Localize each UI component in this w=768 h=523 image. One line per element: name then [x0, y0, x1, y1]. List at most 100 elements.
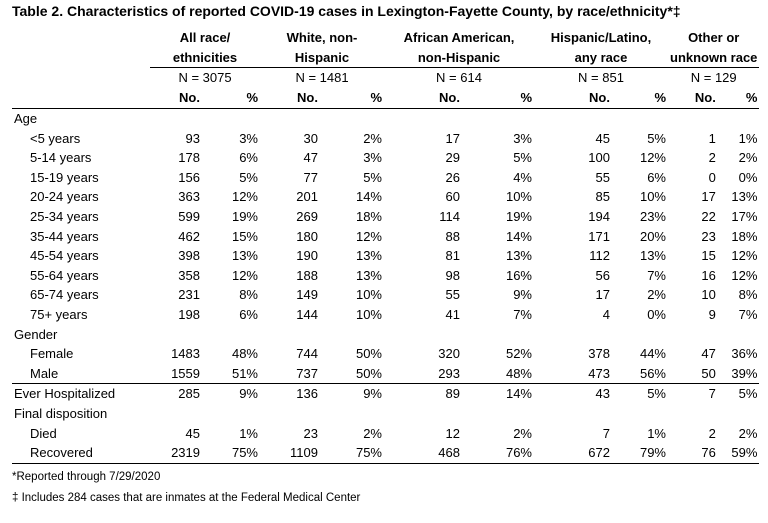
group-n: N = 3075 — [178, 70, 232, 85]
empty-cell — [718, 325, 760, 345]
group-header: Hispanic — [260, 48, 384, 68]
empty-cell — [320, 404, 384, 424]
row-label: 45-54 years — [30, 248, 99, 264]
empty-cell — [612, 109, 668, 129]
cell-percent: 79% — [612, 443, 668, 464]
cell-count: 56 — [595, 267, 610, 283]
empty-cell — [260, 325, 320, 345]
cell-count: 462 — [178, 228, 200, 244]
cell-count: 114 — [439, 208, 460, 224]
cell-percent: 75% — [320, 443, 384, 464]
cell-percent: 2% — [363, 425, 382, 441]
cell-percent: 10% — [505, 189, 532, 205]
cell-percent: 13% — [355, 248, 382, 264]
cell-percent: 52% — [505, 346, 532, 362]
cell-percent: 6% — [647, 169, 666, 185]
cell-count: 47 — [701, 346, 716, 362]
cell-percent: 19% — [231, 208, 258, 224]
group-header: All race/ — [179, 30, 231, 45]
cell-percent: 50% — [355, 346, 382, 362]
cell-count: 320 — [438, 346, 460, 362]
cell-count: 30 — [303, 130, 318, 146]
cell-percent: 3% — [513, 130, 532, 146]
cell-count: 4 — [602, 306, 610, 322]
group-n: N = 851 — [578, 70, 624, 85]
row-label: 65-74 years — [30, 287, 99, 303]
empty-cell — [668, 404, 718, 424]
section-row: Age — [12, 109, 759, 129]
cell-percent: 12% — [231, 189, 258, 205]
column-header-pct: % — [612, 88, 668, 109]
cell-percent: 6% — [239, 150, 258, 166]
cell-count: 473 — [588, 365, 610, 381]
cell-count: 1109 — [260, 443, 320, 464]
empty-cell — [260, 109, 320, 129]
cell-percent: 4% — [513, 169, 532, 185]
cell-percent: 59% — [717, 443, 760, 464]
cell-percent: 10% — [355, 287, 382, 303]
cell-count: 194 — [588, 208, 610, 224]
cell-count: 363 — [178, 189, 200, 205]
footnote-reported: *Reported through 7/29/2020 — [12, 471, 161, 483]
group-header: African American, — [403, 30, 515, 45]
section-label: Final disposition — [14, 405, 108, 421]
cell-count: 190 — [296, 248, 318, 264]
cell-percent: 8% — [738, 287, 758, 303]
cell-percent: 13% — [731, 189, 758, 205]
cell-count: 744 — [296, 346, 318, 362]
cell-count: 378 — [588, 346, 610, 362]
row-label: 20-24 years — [30, 189, 99, 205]
group-header: ethnicities — [150, 48, 260, 68]
cell-percent: 14% — [462, 383, 534, 404]
cell-percent: 9% — [202, 383, 260, 404]
empty-cell — [462, 404, 534, 424]
cell-count: 2319 — [150, 443, 202, 464]
cell-percent: 5% — [612, 383, 668, 404]
cell-count: 60 — [445, 189, 460, 205]
cell-percent: 9% — [320, 383, 384, 404]
cell-count: 231 — [178, 287, 200, 303]
cell-count: 81 — [445, 248, 460, 264]
group-n: N = 129 — [690, 70, 737, 85]
cell-percent: 19% — [505, 208, 532, 224]
cell-count: 1 — [708, 130, 716, 146]
cell-percent: 14% — [355, 189, 382, 205]
cell-percent: 51% — [231, 365, 258, 381]
table-row: 15-19 years 156 5% 77 5% 26 4% 55 6% 0 0% — [12, 168, 759, 188]
cell-percent: 7% — [647, 267, 666, 283]
cell-percent: 5% — [363, 169, 382, 185]
column-header-pct: % — [202, 88, 260, 109]
footnote-inmates: ‡ Includes 284 cases that are inmates at… — [12, 492, 361, 504]
cell-count: 55 — [445, 287, 460, 303]
cell-percent: 6% — [239, 306, 258, 322]
empty-cell — [612, 325, 668, 345]
empty-cell — [384, 325, 462, 345]
cell-count: 180 — [296, 228, 318, 244]
cell-percent: 2% — [513, 425, 532, 441]
cell-percent: 12% — [731, 267, 758, 283]
cell-count: 45 — [595, 130, 610, 146]
cell-percent: 1% — [738, 130, 758, 146]
table-row: 45-54 years 398 13% 190 13% 81 13% 112 13% 15 12% — [12, 246, 759, 266]
cell-percent: 13% — [639, 248, 666, 264]
cell-percent: 13% — [505, 248, 532, 264]
cell-percent: 5% — [239, 169, 258, 185]
cell-percent: 76% — [462, 443, 534, 464]
column-header-no: No. — [150, 88, 202, 109]
cell-count: 41 — [445, 306, 460, 322]
row-label: 5-14 years — [30, 150, 92, 166]
empty-cell — [668, 109, 718, 129]
cell-percent: 18% — [355, 208, 382, 224]
empty-cell — [150, 109, 202, 129]
cell-count: 2 — [708, 425, 716, 441]
cell-percent: 10% — [355, 306, 382, 322]
empty-cell — [718, 404, 760, 424]
row-label: Died — [30, 425, 57, 441]
characteristics-table: All race/ White, non- African American, … — [12, 28, 760, 464]
table-row: Died 45 1% 23 2% 12 2% 7 1% 2 2% — [12, 424, 759, 444]
cell-count: 737 — [296, 365, 318, 381]
section-row: Final disposition — [12, 404, 759, 424]
cell-count: 398 — [178, 248, 200, 264]
empty-cell — [534, 109, 612, 129]
